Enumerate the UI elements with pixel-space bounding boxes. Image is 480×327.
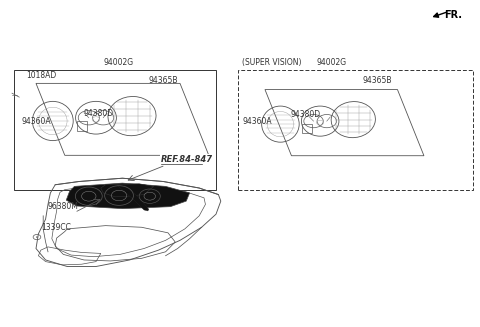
Text: 94380D: 94380D — [290, 110, 321, 119]
Text: 96380M: 96380M — [48, 202, 79, 211]
Text: REF.84-847: REF.84-847 — [161, 154, 213, 164]
Text: 94365B: 94365B — [149, 76, 178, 85]
Text: 94365B: 94365B — [362, 76, 392, 85]
Text: 94360A: 94360A — [242, 117, 272, 126]
Text: FR.: FR. — [444, 10, 462, 20]
Text: 94002G: 94002G — [103, 58, 133, 67]
Text: 1018AD: 1018AD — [26, 71, 57, 80]
Text: 94360A: 94360A — [22, 117, 51, 126]
Polygon shape — [118, 185, 149, 211]
Text: (SUPER VISION): (SUPER VISION) — [242, 58, 302, 67]
Text: 1339CC: 1339CC — [41, 223, 71, 232]
Bar — [238, 70, 473, 190]
Bar — [77, 121, 87, 131]
Circle shape — [36, 236, 38, 238]
Text: 94380D: 94380D — [84, 109, 114, 118]
Polygon shape — [101, 184, 154, 197]
Bar — [302, 124, 312, 133]
Text: 94002G: 94002G — [317, 58, 347, 67]
Polygon shape — [66, 183, 190, 209]
Bar — [14, 70, 216, 190]
